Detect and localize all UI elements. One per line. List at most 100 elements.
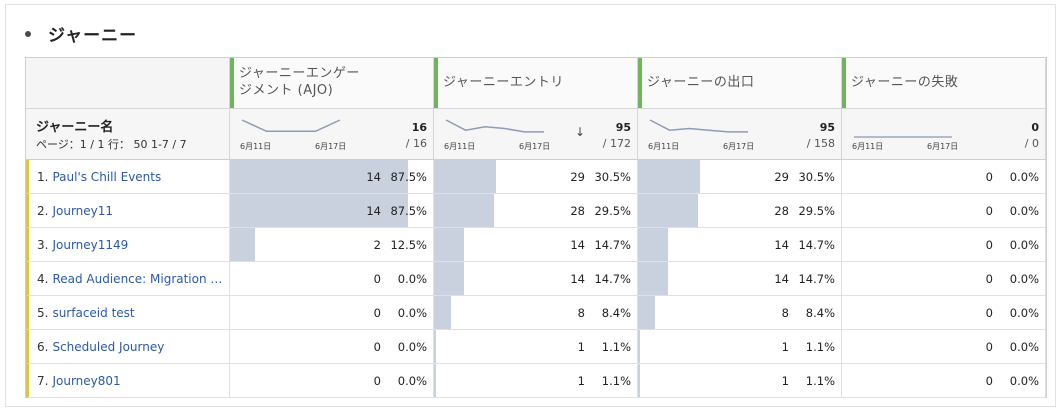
metric-cell: 29 30.5% (638, 160, 842, 194)
percent-bar (638, 160, 700, 193)
journey-name-link[interactable]: 7. Journey801 (37, 374, 227, 388)
dimension-header-blank (26, 58, 230, 109)
row-index: 2. (37, 204, 49, 218)
dimension-cell: 6. Scheduled Journey (26, 330, 230, 364)
metric-cell: 0 0.0% (842, 364, 1046, 398)
metric-label-line1: ジャーニーエンゲー (239, 66, 360, 81)
percent-bar (434, 160, 496, 193)
panel-title: ジャーニー (48, 26, 138, 46)
cell-percent: 0.0% (397, 374, 427, 388)
cell-count: 29 (570, 170, 585, 184)
table-row: 4. Read Audience: Migration T... 0 0.0% 14 14… (26, 262, 1046, 296)
cell-count: 28 (774, 204, 789, 218)
journey-name: surfaceid test (52, 306, 135, 320)
cell-count: 0 (373, 272, 381, 286)
cell-percent: 8.4% (805, 306, 835, 320)
sparkline-start-label: 6月11日 (240, 142, 272, 151)
metric-cell: 1 1.1% (434, 330, 638, 364)
metric-header-3[interactable]: ジャーニーの出口 (638, 58, 842, 109)
percent-bar (434, 330, 436, 363)
cell-count: 0 (985, 340, 993, 354)
sparkline (649, 119, 748, 133)
journey-name-link[interactable]: 6. Scheduled Journey (37, 340, 227, 354)
metric-header-4[interactable]: ジャーニーの失敗 (842, 58, 1046, 109)
journey-name-link[interactable]: 5. surfaceid test (37, 306, 227, 320)
metric-grand-total: / 172 (602, 137, 631, 150)
cell-percent: 30.5% (594, 170, 631, 184)
metric-label: ジャーニーエンゲー ジメント (AJO) (239, 65, 360, 99)
cell-percent: 0.0% (1009, 204, 1039, 218)
dimension-cell: 2. Journey11 (26, 194, 230, 228)
dimension-cell: 5. surfaceid test (26, 296, 230, 330)
sparkline-end-label: 6月17日 (927, 142, 959, 151)
dimension-cell: 7. Journey801 (26, 364, 230, 398)
metric-cell: 14 14.7% (434, 262, 638, 296)
journey-name-link[interactable]: 3. Journey1149 (37, 238, 227, 252)
cell-count: 0 (373, 340, 381, 354)
cell-count: 0 (373, 306, 381, 320)
metric-cell: 1 1.1% (638, 330, 842, 364)
journey-name: Journey11 (52, 204, 114, 218)
percent-bar (230, 160, 408, 193)
pagination[interactable]: ページ：1 / 1 行： 50 1-7 / 7 (36, 138, 187, 151)
cell-percent: 12.5% (390, 238, 427, 252)
cell-count: 14 (570, 272, 585, 286)
metric-cell: 0 0.0% (842, 228, 1046, 262)
sparkline-start-label: 6月11日 (444, 142, 476, 151)
table-row: 2. Journey11 14 87.5% 28 29.5% 28 29.5% 0 0.0% (26, 194, 1046, 228)
metric-summary-3: 6月11日 6月17日 95 / 158 (638, 109, 842, 160)
cell-count: 0 (985, 374, 993, 388)
row-index: 1. (37, 170, 49, 184)
metric-summary-2: 6月11日 6月17日 ↓ 95 / 172 (434, 109, 638, 160)
metric-grand-total: / 16 (405, 137, 427, 150)
row-index: 4. (37, 272, 49, 286)
metric-total: 95 (819, 121, 835, 134)
cell-count: 0 (985, 238, 993, 252)
cell-count: 14 (774, 238, 789, 252)
metric-total: 16 (411, 121, 427, 134)
cell-percent: 87.5% (390, 170, 427, 184)
metric-cell: 14 14.7% (638, 262, 842, 296)
metric-cell: 0 0.0% (230, 364, 434, 398)
percent-bar (434, 296, 451, 329)
journey-name-link[interactable]: 1. Paul's Chill Events (37, 170, 227, 184)
metric-summary-1: 6月11日 6月17日 16 / 16 (230, 109, 434, 160)
percent-bar (434, 262, 464, 295)
cell-percent: 14.7% (594, 272, 631, 286)
metric-label-line1: ジャーニーの出口 (647, 75, 755, 90)
row-index: 5. (37, 306, 49, 320)
sparkline (445, 119, 544, 133)
cell-count: 0 (985, 170, 993, 184)
journey-panel: ジャーニー ジャーニー名 ページ：1 / 1 行： 50 1-7 / 7 ジャー… (5, 4, 1056, 407)
metric-color-bar (638, 58, 642, 108)
sparkline (854, 136, 952, 138)
metric-cell: 14 87.5% (230, 160, 434, 194)
row-index: 3. (37, 238, 49, 252)
cell-count: 14 (366, 170, 381, 184)
cell-percent: 29.5% (594, 204, 631, 218)
cell-count: 14 (774, 272, 789, 286)
metric-grand-total: / 0 (1024, 137, 1039, 150)
sparkline-start-label: 6月11日 (852, 142, 884, 151)
dimension-header[interactable]: ジャーニー名 ページ：1 / 1 行： 50 1-7 / 7 (26, 109, 230, 160)
metric-cell: 2 12.5% (230, 228, 434, 262)
journey-name-link[interactable]: 4. Read Audience: Migration T... (37, 272, 227, 286)
cell-count: 1 (781, 374, 789, 388)
metric-header-2[interactable]: ジャーニーエントリ (434, 58, 638, 109)
sparkline (241, 119, 341, 133)
journey-name-link[interactable]: 2. Journey11 (37, 204, 227, 218)
cell-count: 0 (985, 204, 993, 218)
metric-cell: 14 87.5% (230, 194, 434, 228)
table-row: 5. surfaceid test 0 0.0% 8 8.4% 8 8.4% 0 0.0% (26, 296, 1046, 330)
metric-cell: 0 0.0% (842, 330, 1046, 364)
metric-cell: 0 0.0% (842, 262, 1046, 296)
metric-color-bar (230, 58, 234, 108)
metric-header-1[interactable]: ジャーニーエンゲー ジメント (AJO) (230, 58, 434, 109)
cell-percent: 29.5% (798, 204, 835, 218)
journey-name: Scheduled Journey (52, 340, 165, 354)
sort-descending-icon[interactable]: ↓ (574, 125, 585, 139)
sparkline-path (445, 119, 544, 133)
cell-count: 1 (781, 340, 789, 354)
metric-label: ジャーニーの出口 (647, 74, 754, 91)
metric-label: ジャーニーエントリ (443, 74, 564, 91)
